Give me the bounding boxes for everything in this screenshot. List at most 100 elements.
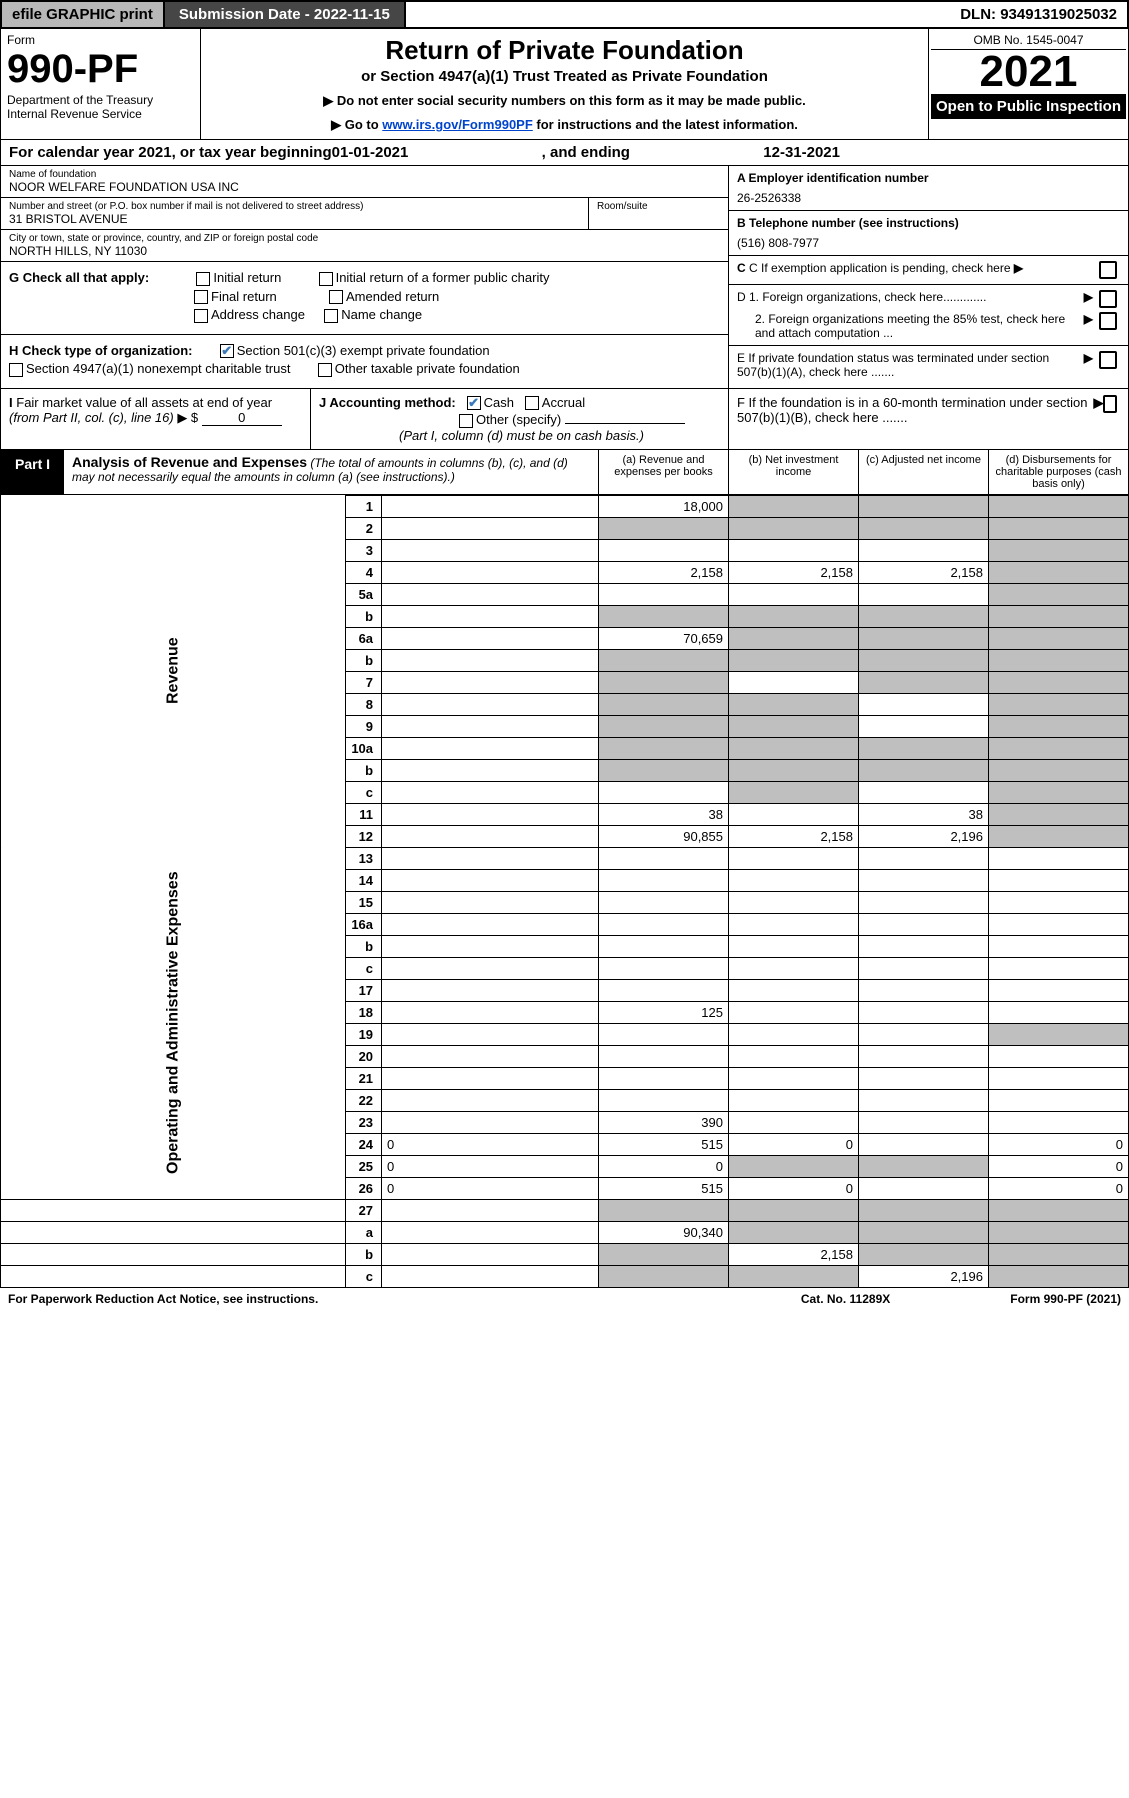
cell [989, 759, 1129, 781]
cell [599, 1089, 729, 1111]
f-label: F If the foundation is in a 60-month ter… [737, 395, 1093, 443]
table-row: a90,340 [1, 1221, 1129, 1243]
form-word: Form [7, 33, 194, 47]
j-cash[interactable]: Cash [467, 395, 514, 410]
line-desc [382, 1023, 599, 1045]
cell [859, 1067, 989, 1089]
g-opt-amended[interactable]: Amended return [329, 289, 439, 304]
ein-cell: A Employer identification number 26-2526… [729, 166, 1128, 211]
cell [989, 627, 1129, 649]
section-g: G Check all that apply: Initial return I… [1, 262, 728, 335]
line-desc [382, 891, 599, 913]
i-value: 0 [202, 410, 282, 426]
line-number: c [346, 957, 382, 979]
cell [599, 935, 729, 957]
footer-left: For Paperwork Reduction Act Notice, see … [8, 1292, 801, 1306]
line-number: b [346, 649, 382, 671]
cell [729, 1023, 859, 1045]
top-bar: efile GRAPHIC print Submission Date - 20… [0, 0, 1129, 29]
table-row: 27 [1, 1199, 1129, 1221]
f-checkbox[interactable] [1103, 395, 1117, 413]
spacer-cell [1, 1221, 346, 1243]
cell [989, 517, 1129, 539]
line-number: b [346, 1243, 382, 1265]
d1-checkbox[interactable] [1099, 290, 1117, 308]
line-number: 19 [346, 1023, 382, 1045]
cell [989, 847, 1129, 869]
line-desc [382, 1221, 599, 1243]
cell [729, 1155, 859, 1177]
line-number: 12 [346, 825, 382, 847]
line-number: 15 [346, 891, 382, 913]
cell [859, 583, 989, 605]
part-1-label: Part I [1, 450, 64, 494]
cell [859, 869, 989, 891]
d2-checkbox[interactable] [1099, 312, 1117, 330]
cell [729, 1221, 859, 1243]
d1-label: D 1. Foreign organizations, check here..… [737, 290, 1084, 308]
j-other[interactable]: Other (specify) [459, 412, 561, 427]
line-number: 23 [346, 1111, 382, 1133]
cell [859, 715, 989, 737]
cell [989, 1045, 1129, 1067]
cell [859, 891, 989, 913]
cell [599, 759, 729, 781]
header-right: OMB No. 1545-0047 2021 Open to Public In… [928, 29, 1128, 139]
line-desc [382, 1111, 599, 1133]
ein-value: 26-2526338 [737, 191, 801, 205]
cell [989, 1023, 1129, 1045]
cell [989, 1221, 1129, 1243]
line-number: b [346, 935, 382, 957]
g-opt-initial-former[interactable]: Initial return of a former public charit… [319, 270, 550, 285]
city-state-zip: NORTH HILLS, NY 11030 [9, 244, 720, 258]
g-opt-final[interactable]: Final return [194, 289, 277, 304]
table-row: b2,158 [1, 1243, 1129, 1265]
cell [729, 935, 859, 957]
cell [989, 583, 1129, 605]
form990pf-link[interactable]: www.irs.gov/Form990PF [382, 117, 533, 132]
tax-year: 2021 [931, 50, 1126, 94]
g-opt-address[interactable]: Address change [194, 307, 305, 322]
c-checkbox[interactable] [1099, 261, 1117, 279]
h-label: H Check type of organization: [9, 343, 192, 358]
cell [729, 1001, 859, 1023]
f-cell: F If the foundation is in a 60-month ter… [728, 389, 1128, 449]
cell [859, 1133, 989, 1155]
line-number: 21 [346, 1067, 382, 1089]
cell: 0 [729, 1177, 859, 1199]
line-desc: 0 [382, 1133, 599, 1155]
g-opt-initial[interactable]: Initial return [196, 270, 281, 285]
line-number: 13 [346, 847, 382, 869]
e-checkbox[interactable] [1099, 351, 1117, 369]
cell [729, 957, 859, 979]
cell [599, 847, 729, 869]
j-accrual[interactable]: Accrual [525, 395, 585, 410]
g-opt-name[interactable]: Name change [324, 307, 422, 322]
cell [729, 627, 859, 649]
goto-post: for instructions and the latest informat… [533, 117, 798, 132]
i-j-f-row: I Fair market value of all assets at end… [0, 389, 1129, 450]
cell: 390 [599, 1111, 729, 1133]
cell [599, 781, 729, 803]
line-number: 25 [346, 1155, 382, 1177]
cell [859, 1023, 989, 1045]
line-desc [382, 803, 599, 825]
form-subtitle: or Section 4947(a)(1) Trust Treated as P… [207, 68, 922, 85]
h-opt-4947[interactable]: Section 4947(a)(1) nonexempt charitable … [9, 361, 290, 376]
h-opt-other-taxable[interactable]: Other taxable private foundation [318, 361, 520, 376]
line-number: 18 [346, 1001, 382, 1023]
line-desc [382, 1243, 599, 1265]
h-opt-501c3[interactable]: Section 501(c)(3) exempt private foundat… [220, 343, 490, 358]
d2-label: 2. Foreign organizations meeting the 85%… [755, 312, 1084, 340]
line-desc [382, 825, 599, 847]
line-desc [382, 1199, 599, 1221]
line-desc [382, 605, 599, 627]
cell [989, 1067, 1129, 1089]
line-desc [382, 957, 599, 979]
cell [729, 759, 859, 781]
cell [599, 957, 729, 979]
cell [729, 715, 859, 737]
line-desc [382, 737, 599, 759]
line-number: c [346, 1265, 382, 1287]
efile-print-button[interactable]: efile GRAPHIC print [2, 2, 165, 27]
